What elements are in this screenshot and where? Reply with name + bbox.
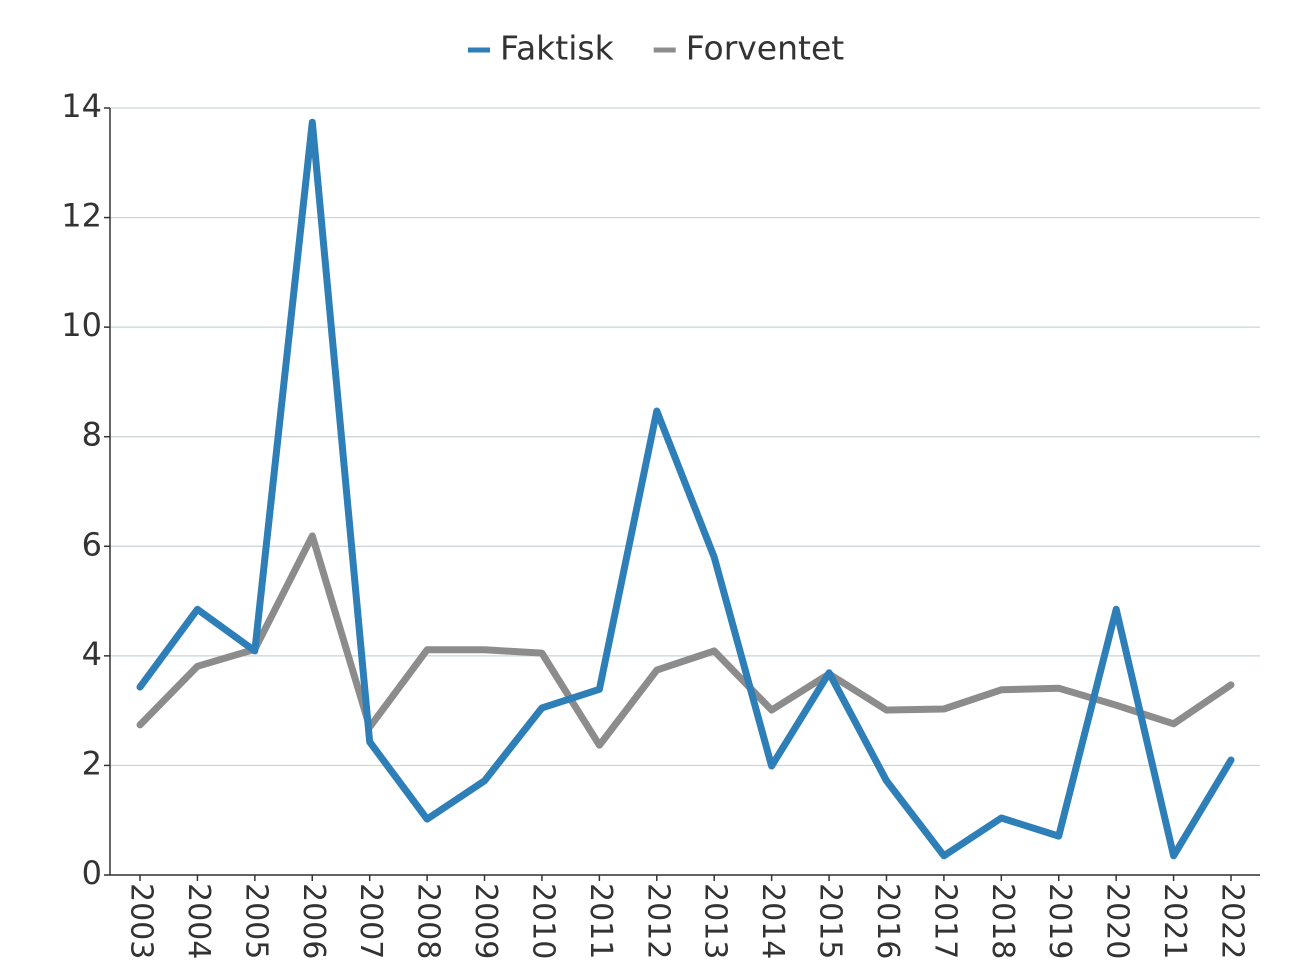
grid xyxy=(104,107,1260,881)
x-tick-label: 2017 xyxy=(927,883,962,959)
x-tick-label: 2018 xyxy=(985,883,1020,959)
x-tick-label: 2011 xyxy=(583,883,618,959)
y-tick-label: 4 xyxy=(82,635,102,673)
x-tick-label: 2007 xyxy=(353,883,388,959)
y-tick-label: 0 xyxy=(82,854,102,892)
y-tick-label: 10 xyxy=(61,306,102,344)
x-tick-label: 2015 xyxy=(813,883,848,959)
series-line xyxy=(136,532,1235,749)
y-tick-label: 14 xyxy=(61,87,102,125)
y-tick-label: 6 xyxy=(82,525,102,563)
x-tick-label: 2004 xyxy=(181,883,216,959)
x-tick-label: 2008 xyxy=(411,883,446,959)
series-line xyxy=(136,118,1235,860)
x-tick-label: 2022 xyxy=(1215,883,1250,959)
legend-label: Faktisk xyxy=(500,29,615,68)
x-tick-label: 2012 xyxy=(640,883,675,959)
y-tick-label: 8 xyxy=(82,416,102,454)
x-tick-label: 2013 xyxy=(698,883,733,959)
x-tick-label: 2016 xyxy=(870,883,905,959)
y-tick-label: 12 xyxy=(61,197,102,235)
x-tick-label: 2019 xyxy=(1042,883,1077,959)
x-tick-label: 2020 xyxy=(1100,883,1135,959)
x-tick-label: 2009 xyxy=(468,883,503,959)
x-tick-label: 2010 xyxy=(525,883,560,959)
legend: Faktisk Forventet xyxy=(468,29,844,68)
x-tick-label: 2014 xyxy=(755,883,790,959)
x-tick-label: 2006 xyxy=(296,883,331,959)
x-tick-label: 2021 xyxy=(1157,883,1192,959)
y-tick-label: 2 xyxy=(82,744,102,782)
x-tick-label: 2003 xyxy=(124,883,159,959)
x-tick-label: 2005 xyxy=(238,883,273,959)
lines xyxy=(136,118,1235,860)
labels: 0 2 4 6 8 10 12 14 2003 2004 2005 2006 2007 2008 2009 2… xyxy=(61,87,1249,959)
legend-label: Forventet xyxy=(686,29,845,68)
